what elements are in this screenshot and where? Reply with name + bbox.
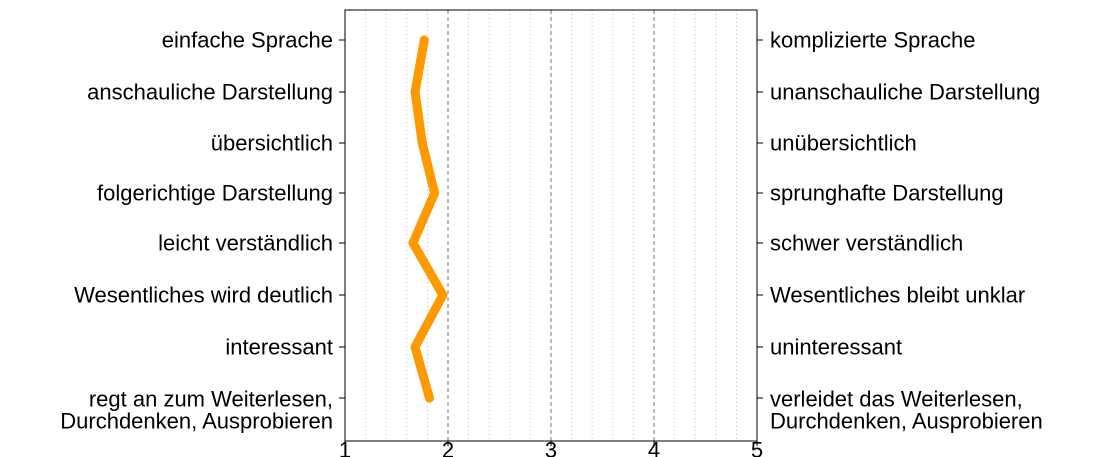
profile-point — [417, 138, 427, 148]
left-pole-label: anschauliche Darstellung — [87, 80, 333, 105]
profile-point — [438, 290, 448, 300]
right-pole-label: komplizierte Sprache — [770, 28, 975, 53]
profile-point — [419, 35, 429, 45]
left-pole-label: Durchdenken, Ausprobieren — [60, 409, 333, 434]
profile-point — [424, 393, 434, 403]
profile-point — [410, 87, 420, 97]
profile-point — [408, 238, 418, 248]
right-pole-labels: komplizierte Sprache unanschauliche Darst… — [757, 28, 1043, 434]
chart-grid — [365, 10, 737, 441]
left-pole-labels: einfache Sprache anschauliche Darstellung… — [60, 28, 345, 434]
right-pole-label: schwer verständlich — [770, 231, 963, 256]
profile-series — [408, 35, 448, 403]
right-pole-label: verleidet das Weiterlesen, — [770, 387, 1023, 412]
left-pole-label: folgerichtige Darstellung — [97, 181, 333, 206]
right-pole-label: uninteressant — [770, 335, 902, 360]
left-pole-label: leicht verständlich — [158, 231, 333, 256]
profile-point — [410, 342, 420, 352]
right-pole-label: unübersichtlich — [770, 131, 917, 156]
x-axis-tick-labels: 1 2 3 4 5 — [339, 438, 763, 457]
profile-point — [430, 188, 440, 198]
left-pole-label: regt an zum Weiterlesen, — [89, 387, 333, 412]
left-pole-label: einfache Sprache — [162, 28, 333, 53]
right-pole-label: Durchdenken, Ausprobieren — [770, 409, 1043, 434]
left-pole-label: Wesentliches wird deutlich — [74, 283, 333, 308]
x-tick-label: 1 — [339, 438, 351, 457]
x-tick-label: 4 — [648, 438, 660, 457]
profile-line — [408, 35, 448, 403]
x-tick-label: 2 — [442, 438, 454, 457]
right-pole-label: unanschauliche Darstellung — [770, 80, 1040, 105]
left-pole-label: interessant — [225, 335, 333, 360]
right-pole-label: Wesentliches bleibt unklar — [770, 283, 1025, 308]
x-tick-label: 3 — [545, 438, 557, 457]
x-tick-label: 5 — [751, 438, 763, 457]
left-pole-label: übersichtlich — [211, 131, 333, 156]
right-pole-label: sprunghafte Darstellung — [770, 181, 1004, 206]
